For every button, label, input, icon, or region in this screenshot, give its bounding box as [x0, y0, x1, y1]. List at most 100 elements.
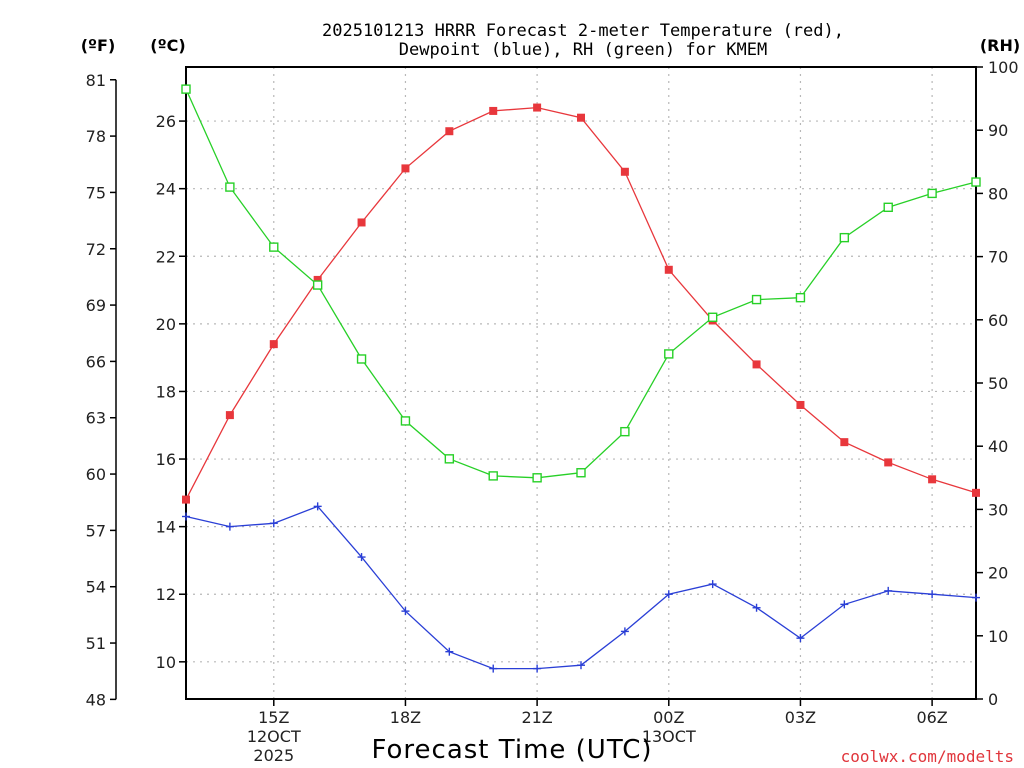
data-point-2-meter-temperature: [533, 103, 542, 112]
x-tick-label: 21Z: [521, 708, 552, 727]
data-point-dewpoint: [269, 519, 278, 528]
data-point-2-meter-temperature: [401, 164, 410, 173]
data-point-dewpoint: [313, 502, 322, 511]
celsius-tick-label: 10: [156, 653, 176, 672]
rh-tick-label: 90: [988, 121, 1008, 140]
data-point-rh: [839, 232, 850, 243]
data-point-rh: [664, 349, 674, 359]
fahrenheit-tick-label: 48: [86, 690, 106, 709]
data-point-2-meter-temperature: [357, 218, 366, 227]
rh-tick-label: 0: [988, 690, 998, 709]
data-point-2-meter-temperature: [445, 127, 454, 136]
data-point-rh: [971, 177, 981, 187]
data-point-rh: [532, 473, 542, 483]
data-point-dewpoint: [445, 647, 454, 656]
celsius-tick-label: 18: [156, 382, 176, 401]
data-point-dewpoint: [357, 553, 366, 562]
x-tick-sublabel: 12OCT: [247, 727, 301, 746]
chart-title-line-2: Dewpoint (blue), RH (green) for KMEM: [399, 40, 767, 60]
data-point-2-meter-temperature: [577, 113, 585, 122]
data-point-rh: [576, 468, 586, 478]
data-point-2-meter-temperature: [313, 275, 322, 284]
x-tick-label: 06Z: [916, 708, 947, 727]
data-point-rh: [444, 454, 455, 464]
axis-layer: 10 12 14 16 18 20 22 24 26 48 51 54 57 60 63 66 69 72 75 78…: [86, 58, 1019, 765]
rh-tick-label: 80: [988, 184, 1008, 203]
data-point-2-meter-temperature: [620, 167, 629, 176]
x-tick-label: 15Z: [258, 708, 289, 727]
fahrenheit-tick-label: 66: [86, 352, 106, 371]
data-point-2-meter-temperature: [489, 106, 498, 115]
rh-tick-label: 20: [988, 564, 1008, 583]
rh-tick-label: 50: [988, 374, 1008, 393]
data-point-dewpoint: [928, 590, 937, 599]
data-point-2-meter-temperature: [884, 458, 893, 467]
data-point-rh: [356, 354, 367, 364]
data-point-dewpoint: [533, 664, 542, 673]
fahrenheit-tick-label: 54: [86, 578, 106, 597]
data-point-dewpoint: [752, 603, 761, 612]
fahrenheit-tick-label: 60: [86, 465, 106, 484]
data-point-dewpoint: [182, 512, 190, 521]
data-point-rh: [312, 280, 323, 290]
celsius-tick-label: 26: [156, 112, 176, 131]
celsius-tick-label: 14: [156, 518, 176, 537]
data-point-2-meter-temperature: [752, 360, 761, 369]
celsius-unit-label: (ºC): [150, 36, 185, 55]
celsius-tick-label: 24: [156, 180, 176, 199]
data-point-2-meter-temperature: [269, 340, 278, 349]
data-point-2-meter-temperature: [182, 495, 190, 504]
celsius-tick-label: 12: [156, 585, 176, 604]
fahrenheit-tick-label: 81: [86, 71, 106, 90]
rh-unit-label: (RH): [980, 36, 1020, 55]
data-point-dewpoint: [577, 661, 585, 670]
data-point-dewpoint: [620, 627, 629, 636]
plot-frame: [185, 66, 977, 700]
data-point-rh: [795, 292, 806, 303]
data-point-rh: [488, 471, 498, 481]
fahrenheit-tick-label: 57: [86, 521, 106, 540]
x-tick-sublabel: 13OCT: [642, 727, 696, 746]
chart-title-line-1: 2025101213 HRRR Forecast 2-meter Tempera…: [322, 21, 844, 41]
series-layer: [181, 84, 981, 673]
credit-link[interactable]: coolwx.com/modelts: [841, 747, 1014, 766]
series-line-rh: [185, 88, 977, 479]
data-point-dewpoint: [884, 586, 893, 595]
data-point-dewpoint: [972, 593, 980, 602]
data-point-rh: [751, 294, 762, 305]
data-point-2-meter-temperature: [664, 265, 673, 274]
data-point-rh: [707, 312, 718, 322]
data-point-dewpoint: [401, 607, 410, 616]
x-tick-label: 00Z: [653, 708, 684, 727]
data-point-2-meter-temperature: [840, 438, 849, 447]
data-point-dewpoint: [840, 600, 849, 609]
rh-tick-label: 70: [988, 248, 1008, 267]
rh-tick-label: 10: [988, 627, 1008, 646]
rh-tick-label: 40: [988, 437, 1008, 456]
fahrenheit-tick-label: 78: [86, 127, 106, 146]
fahrenheit-tick-label: 72: [86, 240, 106, 259]
rh-tick-label: 60: [988, 311, 1008, 330]
x-axis-title: Forecast Time (UTC): [371, 735, 652, 765]
series-line-2-meter-temperature: [185, 106, 977, 500]
celsius-tick-label: 22: [156, 247, 176, 266]
celsius-tick-label: 20: [156, 315, 176, 334]
fahrenheit-tick-label: 63: [86, 409, 106, 428]
fahrenheit-tick-label: 69: [86, 296, 106, 315]
x-tick-label: 03Z: [785, 708, 816, 727]
data-point-rh: [400, 416, 411, 426]
fahrenheit-tick-label: 75: [86, 183, 106, 202]
rh-tick-label: 30: [988, 500, 1008, 519]
data-point-rh: [620, 426, 630, 437]
data-point-2-meter-temperature: [972, 488, 980, 497]
fahrenheit-unit-label: (ºF): [81, 36, 116, 55]
x-tick-label: 18Z: [390, 708, 421, 727]
data-point-rh: [269, 242, 279, 252]
data-point-dewpoint: [708, 580, 717, 589]
series-line-dewpoint: [185, 505, 977, 670]
data-point-rh: [181, 84, 191, 94]
data-point-dewpoint: [664, 590, 673, 599]
data-point-2-meter-temperature: [928, 475, 937, 484]
data-point-2-meter-temperature: [225, 411, 234, 420]
fahrenheit-tick-label: 51: [86, 634, 106, 653]
